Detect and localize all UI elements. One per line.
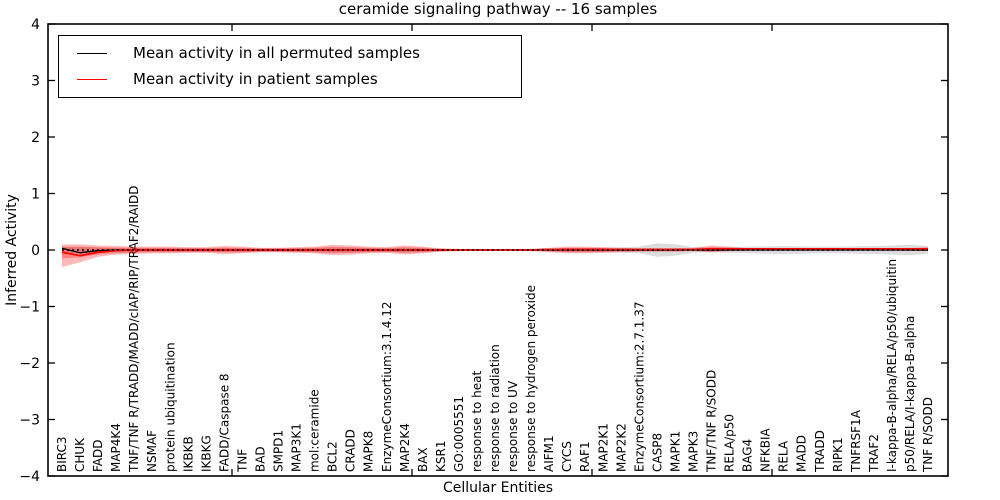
x-tick-label: TNFRSF1A xyxy=(849,409,863,473)
x-tick-label: RELA/p50 xyxy=(723,414,737,472)
x-tick-label: RELA xyxy=(777,440,791,472)
x-tick-label: IKBKG xyxy=(199,435,213,472)
x-tick-label: RAF1 xyxy=(578,441,592,472)
x-tick-label: CHUK xyxy=(73,437,87,472)
y-tick-label: −2 xyxy=(19,356,40,372)
x-tick-label: NFKBIA xyxy=(759,427,773,472)
x-tick-label: TNF/TNF R/SODD xyxy=(705,370,719,473)
y-tick-label: 0 xyxy=(31,243,40,259)
x-tick-label: MAP3K1 xyxy=(290,423,304,472)
patient-mean-line xyxy=(61,248,928,257)
x-tick-label: FADD/Caspase 8 xyxy=(217,373,231,472)
x-tick-label: KSR1 xyxy=(434,441,448,472)
permuted-line-sample xyxy=(77,53,107,54)
y-tick-label: 1 xyxy=(31,186,40,202)
legend-label-permuted: Mean activity in all permuted samples xyxy=(133,44,420,62)
x-tick-label: MAPK8 xyxy=(362,431,376,472)
legend-entry-patient: Mean activity in patient samples xyxy=(59,71,521,88)
x-tick-label: TNF R/SODD xyxy=(921,397,935,473)
x-tick-label: response to radiation xyxy=(488,344,502,472)
y-tick-label: −4 xyxy=(19,469,40,485)
x-tick-label: FADD xyxy=(91,440,105,473)
x-tick-label: CYCS xyxy=(560,441,574,472)
x-tick-label: IKBKB xyxy=(181,436,195,472)
y-tick-label: 3 xyxy=(31,73,40,89)
legend-label-patient: Mean activity in patient samples xyxy=(133,70,378,88)
x-tick-label: MAP2K1 xyxy=(596,423,610,472)
x-tick-label: EnzymeConsortium:3.1.4.12 xyxy=(380,301,394,472)
x-tick-label: response to heat xyxy=(470,370,484,472)
x-tick-label: RIPK1 xyxy=(831,437,845,472)
legend: Mean activity in all permuted samples Me… xyxy=(58,35,522,98)
x-tick-label: NSMAF xyxy=(145,430,159,472)
x-tick-label: response to hydrogen peroxide xyxy=(524,285,538,472)
x-tick-label: MADD xyxy=(795,435,809,472)
x-tick-label: response to UV xyxy=(506,380,520,472)
x-tick-label: CASP8 xyxy=(650,433,664,472)
x-tick-label: TRADD xyxy=(813,430,827,473)
patient-line-sample xyxy=(77,79,107,80)
x-tick-label: MAP4K4 xyxy=(109,423,123,472)
x-tick-label: mol:ceramide xyxy=(308,389,322,472)
chart-title: ceramide signaling pathway -- 16 samples xyxy=(338,0,658,18)
x-tick-label: MAP2K2 xyxy=(614,423,628,472)
y-tick-label: 2 xyxy=(31,130,40,146)
x-tick-label: MAP2K4 xyxy=(398,423,412,472)
x-tick-label: EnzymeConsortium:2.7.1.37 xyxy=(632,301,646,472)
x-tick-label: MAPK1 xyxy=(668,431,682,472)
x-tick-label: GO:0005551 xyxy=(452,396,466,472)
x-tick-label: TNF xyxy=(235,449,249,473)
x-tick-label: BAD xyxy=(253,446,267,472)
y-tick-label: −3 xyxy=(19,412,40,428)
y-tick-label: −1 xyxy=(19,299,40,315)
x-tick-label: BCL2 xyxy=(326,441,340,472)
x-tick-label: BIRC3 xyxy=(55,436,69,472)
x-tick-label: p50/RELA/I-kappa-B-alpha xyxy=(903,316,917,472)
y-tick-label: 4 xyxy=(31,17,40,33)
x-tick-label: TNF/TNF R/TRADD/MADD/cIAP/RIP/TRAF2/RAID… xyxy=(127,185,141,473)
x-tick-label: MAPK3 xyxy=(686,431,700,472)
x-tick-label: TRAF2 xyxy=(867,434,881,473)
x-tick-label: I-kappa-B-alpha/RELA/p50/ubiquitin xyxy=(885,259,899,472)
x-tick-label: CRADD xyxy=(344,429,358,472)
legend-entry-permuted: Mean activity in all permuted samples xyxy=(59,45,521,62)
x-tick-label: SMPD1 xyxy=(272,430,286,472)
x-tick-label: BAX xyxy=(416,447,430,472)
x-tick-label: BAG4 xyxy=(741,439,755,472)
x-axis-label: Cellular Entities xyxy=(442,480,554,496)
x-tick-label: protein ubiquitination xyxy=(163,342,177,472)
x-tick-label: AIFM1 xyxy=(542,435,556,472)
